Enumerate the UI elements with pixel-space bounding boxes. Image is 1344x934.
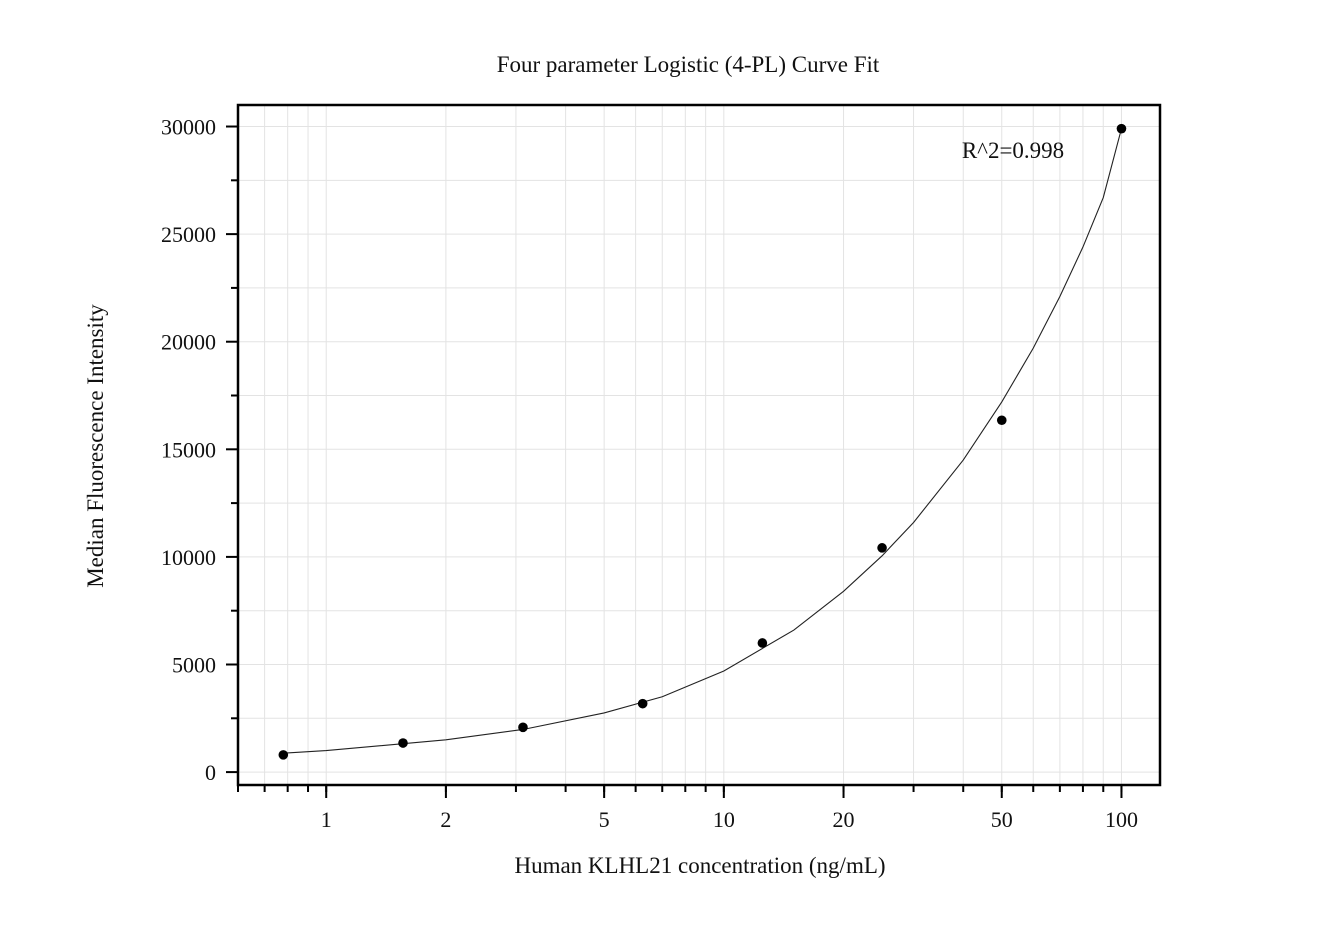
chart-title: Four parameter Logistic (4-PL) Curve Fit xyxy=(497,52,880,77)
y-axis-label: Median Fluorescence Intensity xyxy=(83,304,108,588)
data-point xyxy=(518,722,528,733)
x-tick-label: 20 xyxy=(833,807,855,832)
fit-curve-layer xyxy=(283,128,1123,754)
data-point xyxy=(278,750,289,760)
y-tick-label: 30000 xyxy=(161,115,216,140)
x-tick-label: 2 xyxy=(440,807,451,832)
data-point xyxy=(996,415,1007,426)
data-point xyxy=(757,638,768,648)
data-point xyxy=(637,698,648,709)
y-tick-label: 10000 xyxy=(161,545,216,570)
x-axis-label: Human KLHL21 concentration (ng/mL) xyxy=(514,853,885,878)
x-tick-label: 100 xyxy=(1105,807,1138,832)
y-tick-label: 25000 xyxy=(161,222,216,247)
x-tick-label: 10 xyxy=(713,807,735,832)
data-points xyxy=(278,123,1127,760)
grid xyxy=(237,105,1160,785)
data-point xyxy=(1116,123,1127,134)
x-tick-label: 50 xyxy=(991,807,1013,832)
data-point xyxy=(877,543,887,553)
y-tick-label: 20000 xyxy=(161,330,216,355)
y-tick-label: 15000 xyxy=(161,437,216,462)
y-tick-label: 0 xyxy=(205,760,216,785)
fit-curve xyxy=(283,128,1123,754)
y-tick-label: 5000 xyxy=(172,652,216,677)
plot-frame xyxy=(236,103,1162,787)
axis-ticks: 1 2 5 10 20 50 100 0 5000 10000 15000 20000 25000 300… xyxy=(161,115,1138,832)
x-tick-label: 5 xyxy=(599,807,610,832)
x-tick-label: 1 xyxy=(321,807,332,832)
r-squared-annotation: R^2=0.998 xyxy=(962,138,1064,163)
data-point xyxy=(398,738,408,748)
